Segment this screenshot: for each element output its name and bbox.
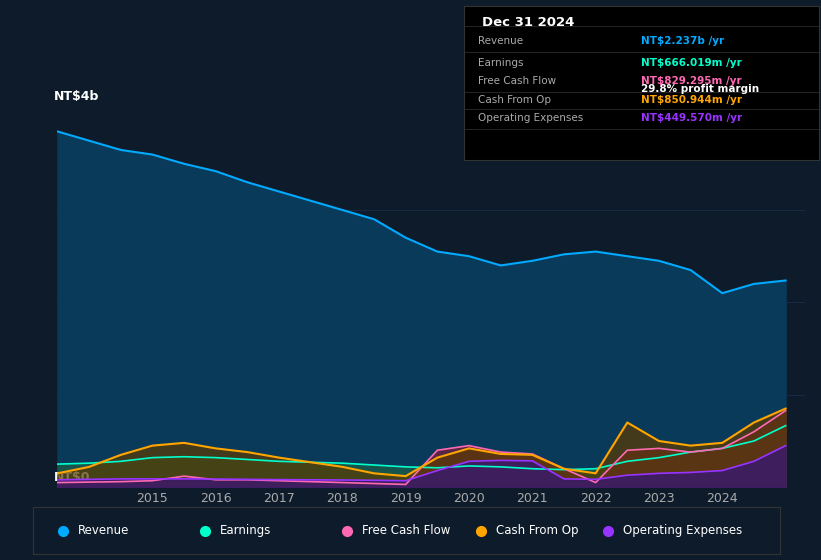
Text: Revenue: Revenue [78, 524, 129, 537]
Text: Free Cash Flow: Free Cash Flow [478, 76, 556, 86]
Text: Earnings: Earnings [220, 524, 271, 537]
Text: Earnings: Earnings [478, 58, 524, 68]
Text: NT$2.237b /yr: NT$2.237b /yr [641, 36, 724, 46]
Text: Cash From Op: Cash From Op [478, 95, 551, 105]
Text: Free Cash Flow: Free Cash Flow [361, 524, 450, 537]
Text: Cash From Op: Cash From Op [496, 524, 579, 537]
Text: Dec 31 2024: Dec 31 2024 [482, 16, 574, 29]
Text: NT$829.295m /yr: NT$829.295m /yr [641, 76, 742, 86]
Text: NT$449.570m /yr: NT$449.570m /yr [641, 113, 742, 123]
Text: NT$4b: NT$4b [53, 90, 99, 103]
Text: NT$666.019m /yr: NT$666.019m /yr [641, 58, 742, 68]
Text: Operating Expenses: Operating Expenses [623, 524, 742, 537]
Text: NT$850.944m /yr: NT$850.944m /yr [641, 95, 742, 105]
Text: NT$0: NT$0 [53, 470, 90, 483]
Text: 29.8% profit margin: 29.8% profit margin [641, 84, 759, 94]
Text: Revenue: Revenue [478, 36, 523, 46]
Text: Operating Expenses: Operating Expenses [478, 113, 583, 123]
